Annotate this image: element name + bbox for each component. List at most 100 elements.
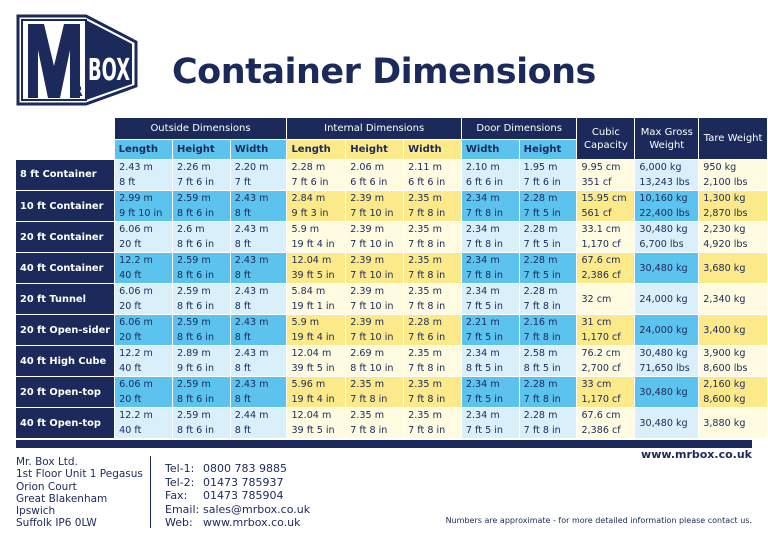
address-line: Orion Court [16,480,77,493]
table-cell: 5.96 m 19 ft 4 in [286,376,347,408]
cell-line: 2.39 m [350,286,385,297]
table-cell: 24,000 kg [634,314,700,346]
cell-line: 2.43 m [234,255,269,266]
row-label: 40 ft Open-top [16,407,116,439]
group-header: Outside Dimensions [114,118,288,140]
table-cell: 33.1 cm 1,170 cf [576,221,636,253]
address-line: Ipswich [16,505,56,518]
cell-line: 2.35 m [350,410,385,421]
cell-line: 2.34 m [465,379,500,390]
table-cell: 2.35 m 7 ft 8 in [403,252,462,284]
table-cell: 2.34 m 7 ft 5 in [461,376,520,408]
table-cell: 2,230 kg 4,920 lbs [698,221,768,253]
table-cell: 2.99 m 9 ft 10 in [114,190,173,222]
table-cell: 2.26 m 7 ft 6 in [172,159,231,191]
group-header: Tare Weight [698,118,768,160]
table-cell: 2.89 m 9 ft 6 in [172,345,231,377]
cell-line: 2.26 m [176,162,211,173]
cell-line: 2.35 m [350,379,385,390]
cell-line: 6 ft 6 in [465,177,503,188]
cell-line: 7 ft 10 in [350,239,394,250]
cell-line: 3,880 kg [703,417,746,429]
cell-line: 7 ft 6 in [408,332,446,343]
table-cell: 2.28 m 7 ft 6 in [403,314,462,346]
page-title: Container Dimensions [172,52,596,92]
table-cell: 30,480 kg [634,376,700,408]
cell-line: 39 ft 5 in [291,270,335,281]
cell-line: 19 ft 1 in [291,301,335,312]
contact-value[interactable]: sales@mrbox.co.uk [203,502,311,516]
address-block: Mr. Box Ltd. 1st Floor Unit 1 Pegasus Orio… [16,456,143,530]
cell-line: 67.6 cm [581,410,621,421]
cell-line: 12.04 m [291,255,332,266]
cell-line: 2.43 m [119,162,153,173]
table-cell: 2.6 m 8 ft 6 in [172,221,231,253]
cell-line: 8 ft [234,363,251,374]
cell-line: 8 ft 6 in [176,239,215,250]
contact-value: 01473 785904 [203,489,284,502]
cell-line: 2.39 m [350,255,385,266]
cell-line: 8 ft [119,177,136,188]
cell-line: 2.99 m [119,193,153,204]
cell-line: 8,600 kg [703,394,746,405]
cell-line: 8 ft 6 in [176,394,215,405]
cell-line: 2.43 m [234,193,269,204]
table-cell: 2,160 kg 8,600 kg [698,376,768,408]
cell-line: 8 ft [234,239,251,250]
table-cell: 2.59 m 8 ft 6 in [172,376,231,408]
website-link[interactable]: www.mrbox.co.uk [641,448,752,461]
table-cell: 31 cm 1,170 cf [576,314,636,346]
row-label: 8 ft Container [16,159,116,191]
table-cell: 950 kg 2,100 lbs [698,159,768,191]
cell-line: 7 ft 5 in [465,394,503,405]
cell-line: 2.69 m [350,348,385,359]
table-cell: 10,160 kg 22,400 lbs [634,190,700,222]
contact-label: Tel-1: [165,462,195,475]
cell-line: 10,160 kg [639,193,688,204]
cell-line: 1,170 cf [581,332,621,343]
cell-line: 8 ft 6 in [176,208,215,219]
cell-line: 1,170 cf [581,239,621,250]
cell-line: 8 ft 10 in [350,363,394,374]
contact-block: Tel-1: 0800 783 9885 Tel-2: 01473 785937 Fax… [165,462,310,530]
table-cell: 2.35 m 7 ft 8 in [345,407,405,439]
table-cell: 2.39 m 7 ft 10 in [345,283,405,315]
cell-line: 30,480 kg [639,386,688,398]
table-cell: 2.39 m 7 ft 10 in [345,221,405,253]
table-cell: 2.84 m 9 ft 3 in [286,190,347,222]
cell-line: 7 ft 8 in [408,208,446,219]
address-line: 1st Floor Unit 1 Pegasus [16,468,143,481]
table-bottom-bar [16,440,752,448]
cell-line: 2.59 m [176,286,211,297]
cell-line: 561 cf [581,208,612,219]
table-cell: 33 cm 1,170 cf [576,376,636,408]
contact-value[interactable]: www.mrbox.co.uk [203,516,301,529]
cell-line: 7 ft 6 in [291,177,329,188]
cell-line: 2.35 m [408,286,442,297]
cell-line: 2.34 m [465,255,500,266]
table-cell: 2.39 m 7 ft 10 in [345,314,405,346]
group-header: Max Gross Weight [634,118,700,160]
cell-line: 1,170 cf [581,394,621,405]
contact-line: Tel-2: 01473 785937 [165,476,310,490]
cell-line: 7 ft 5 in [523,270,561,281]
table-cell: 6.06 m 20 ft [114,376,173,408]
table-cell: 2.28 m 7 ft 5 in [519,190,578,222]
table-row: 40 ft Open-top 12.2 m 40 ft 2.59 m 8 ft 6 in… [16,407,768,439]
cell-line: 2.89 m [176,348,211,359]
cell-line: 8 ft [234,208,251,219]
table-cell: 5.9 m 19 ft 4 in [286,314,347,346]
cell-line: 7 ft 10 in [350,270,394,281]
table-cell: 2.28 m 7 ft 5 in [519,252,578,284]
cell-line: 2.28 m [291,162,326,173]
cell-line: 5.84 m [291,286,326,297]
table-cell: 30,480 kg 71,650 lbs [634,345,700,377]
cell-line: 2,100 lbs [703,177,748,188]
cell-line: 33 cm [581,379,612,390]
row-label: 20 ft Open-top [16,376,116,408]
table-cell: 1.95 m 7 ft 6 in [519,159,578,191]
cell-line: 5.9 m [291,224,320,235]
cell-line: 24,000 kg [639,293,688,305]
cell-line: 2.34 m [465,348,500,359]
